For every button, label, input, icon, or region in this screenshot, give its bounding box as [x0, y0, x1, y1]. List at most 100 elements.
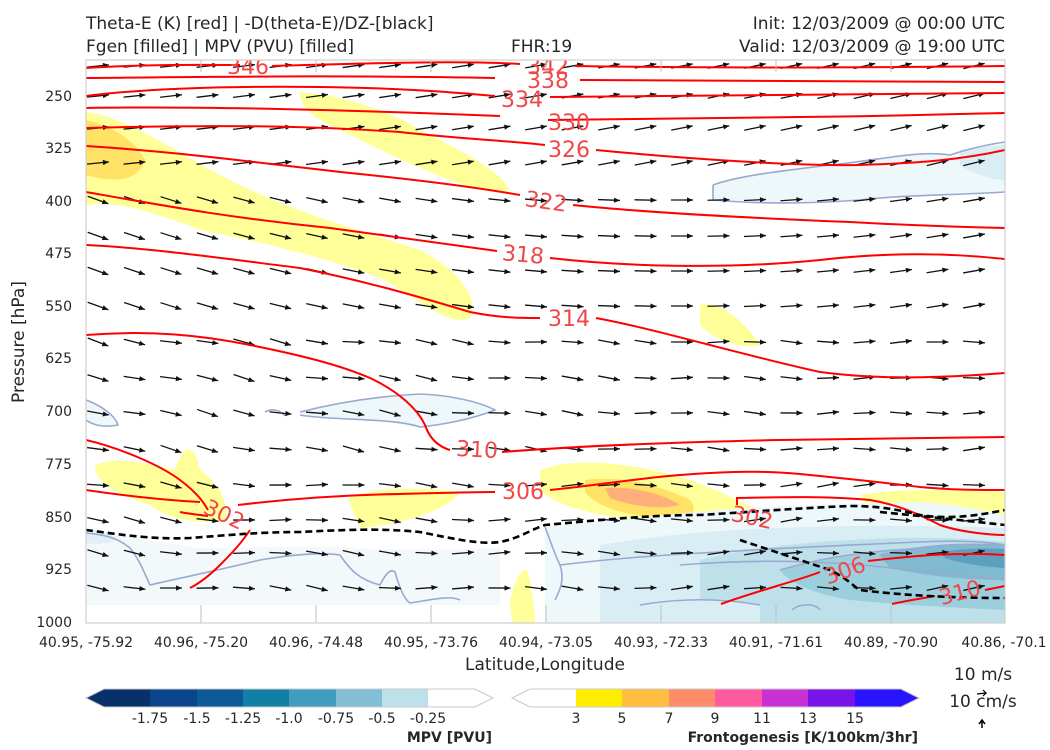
wind-vector-head — [905, 232, 912, 238]
wind-vector-head — [613, 124, 620, 130]
wind-vector-head — [540, 92, 547, 98]
wind-vector-head — [759, 446, 766, 452]
wind-vector-head — [430, 483, 438, 489]
contour-label-346: 346 — [227, 55, 269, 80]
wind-vector-head — [467, 198, 474, 204]
wind-vector-head — [394, 269, 401, 275]
wind-vector-head — [759, 197, 766, 203]
wind-vector-head — [978, 482, 985, 488]
wind-vector-head — [686, 268, 693, 274]
wind-vector-head — [431, 198, 438, 204]
wind-vector-head — [832, 62, 839, 68]
wind-vector-head — [175, 376, 182, 382]
wind-vector-head — [284, 198, 292, 204]
wind-vector-head — [174, 199, 182, 204]
wind-vector-head — [723, 197, 730, 203]
x-axis-label: Latitude,Longitude — [465, 655, 625, 675]
wind-vector-head — [175, 411, 182, 417]
wind-vector-head — [467, 159, 474, 165]
wind-vector-head — [357, 269, 365, 275]
wind-vector-head — [248, 517, 255, 523]
wind-vector-head — [321, 517, 328, 523]
fgen-colorbar-label: 13 — [799, 711, 817, 727]
wind-vector-head — [832, 339, 839, 345]
wind-vector-head — [978, 302, 985, 308]
wind-vector-head — [138, 551, 146, 557]
wind-vector-head — [868, 159, 876, 165]
wind-vector-head — [540, 586, 547, 592]
wind-vector-head — [102, 482, 109, 488]
wind-vector-head — [101, 270, 109, 276]
wind-vector-head — [394, 124, 401, 130]
wind-vector-head — [796, 233, 803, 239]
wind-vector-head — [285, 92, 292, 98]
init-time: Init: 12/03/2009 @ 00:00 UTC — [752, 14, 1005, 34]
wind-vector-head — [394, 376, 401, 382]
wind-vector-head — [138, 483, 146, 489]
wind-vector-head — [504, 375, 511, 381]
wind-vector-head — [467, 376, 474, 382]
wind-vector-head — [211, 234, 219, 240]
fgen-colorbar-segment — [855, 689, 901, 707]
wind-vector-head — [321, 340, 328, 346]
x-tick-3: 40.95, -73.76 — [384, 635, 478, 651]
wind-vector-head — [723, 517, 730, 523]
wind-vector-head — [723, 268, 730, 274]
wind-vector-head — [138, 235, 145, 241]
wind-vector-head — [650, 446, 657, 452]
x-tick-4: 40.94, -73.05 — [499, 635, 593, 651]
wind-vector-head — [248, 304, 255, 310]
wind-vector-head — [211, 269, 219, 275]
wind-vector-head — [467, 446, 474, 452]
fgen-colorbar-label: 3 — [572, 711, 581, 727]
mpv-colorbar-label: -0.5 — [368, 711, 395, 727]
x-tick-0: 40.95, -75.92 — [39, 635, 133, 651]
fgen-colorbar-label: 15 — [846, 711, 864, 727]
wind-vector-head — [613, 446, 620, 452]
wind-vector-head — [796, 549, 803, 556]
wind-vector-head — [211, 412, 218, 418]
wind-vector-head — [613, 233, 620, 239]
frontogenesis-fill — [86, 92, 1005, 623]
wind-vector-head — [394, 447, 401, 453]
wind-vector-head — [978, 196, 985, 202]
frontogenesis-colorbar: 3 5 7 9 11 13 15 Frontogenesis [K/100km/… — [510, 688, 921, 746]
wind-vector-head — [174, 270, 182, 275]
wind-vector-head — [869, 267, 876, 274]
wind-vector-head — [577, 197, 584, 203]
wind-vector-head — [138, 447, 146, 453]
wind-vector-head — [540, 516, 547, 523]
wind-vector-head — [796, 445, 803, 452]
fgen-colorbar-label: 5 — [618, 711, 627, 727]
wind-vector-head — [650, 268, 657, 274]
wind-vector-head — [175, 585, 182, 591]
wind-vector-head — [430, 340, 438, 346]
wind-vector-head — [759, 549, 766, 555]
contour-label-306: 306 — [502, 480, 544, 505]
wind-vector-head — [650, 197, 657, 203]
wind-vector-head — [102, 447, 109, 453]
wind-vector-head — [978, 375, 985, 381]
wind-vector-head — [832, 267, 839, 274]
wind-vector-head — [175, 518, 182, 524]
wind-vector-head — [431, 234, 438, 240]
wind-vector-head — [613, 585, 620, 592]
mpv-colorbar-segment — [150, 689, 197, 707]
wind-vector-head — [832, 302, 839, 309]
wind-vector-head — [613, 268, 620, 274]
wind-vector-head — [248, 447, 255, 453]
wind-vector-head — [248, 234, 255, 240]
wind-vector-head — [467, 234, 474, 240]
wind-vector-head — [321, 304, 328, 310]
fgen-colorbar-segment — [622, 689, 669, 707]
wind-vector-head — [504, 124, 511, 130]
wind-vector-head — [431, 159, 438, 165]
wind-vector-head — [394, 198, 401, 204]
wind-vector-head — [175, 550, 182, 557]
wind-vector-head — [285, 159, 292, 165]
wind-vector-head — [686, 159, 693, 165]
wind-vector-head — [576, 376, 584, 382]
mpv-colorbar-label: -1.75 — [132, 711, 168, 727]
wind-vector-head — [723, 233, 730, 239]
wind-vector-head — [431, 550, 438, 556]
